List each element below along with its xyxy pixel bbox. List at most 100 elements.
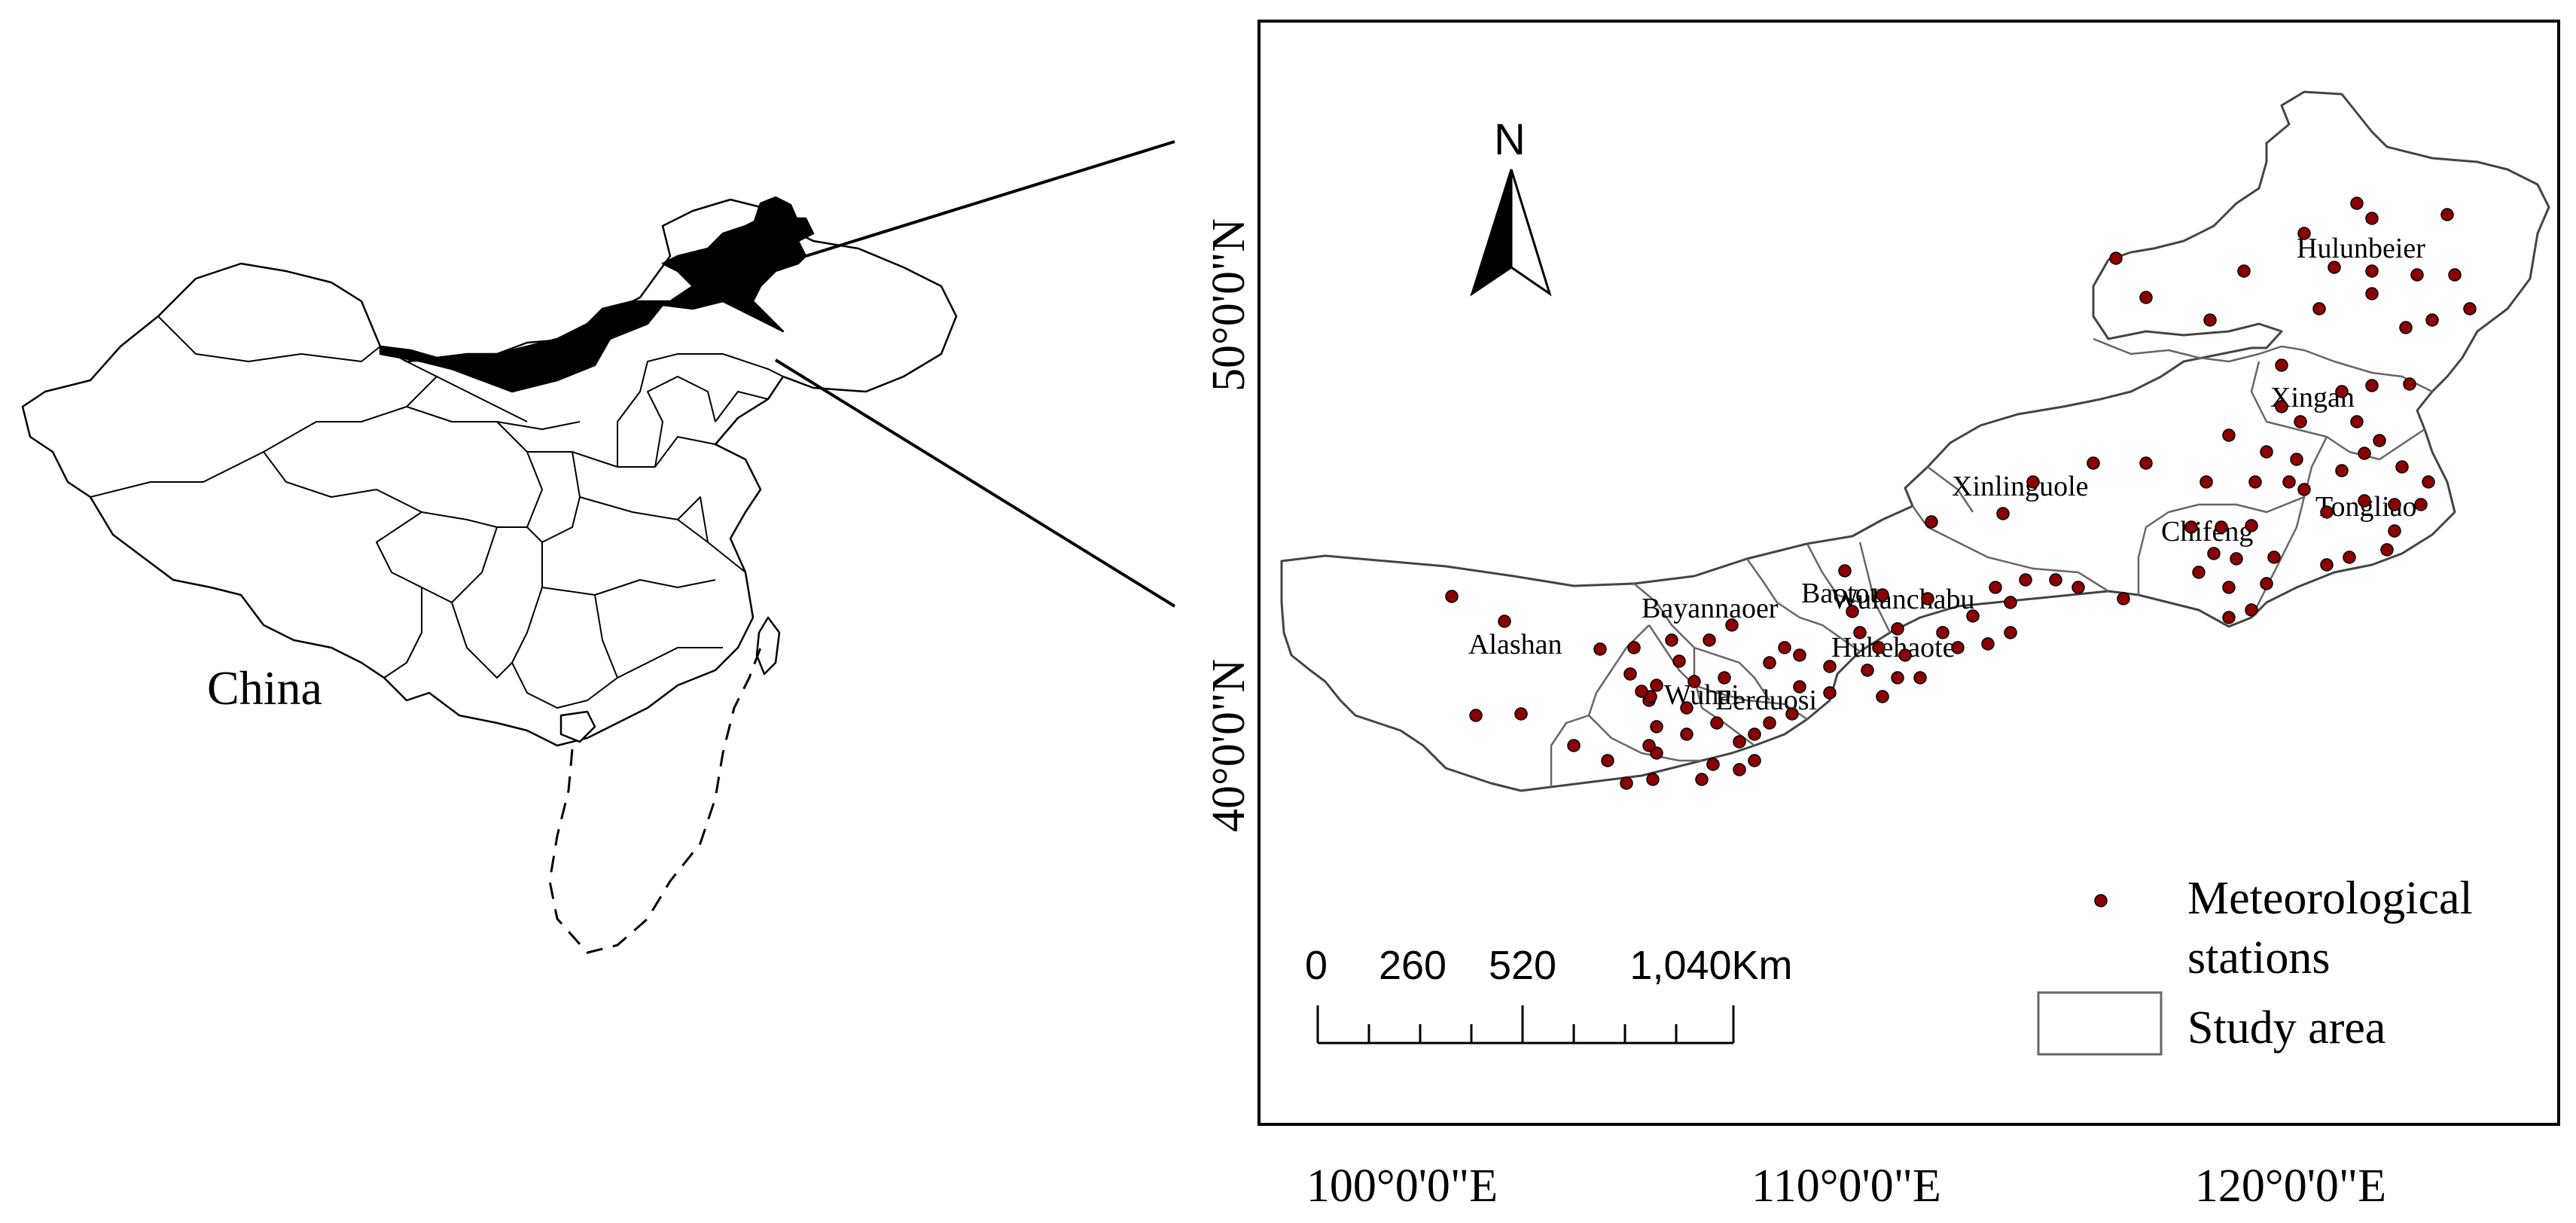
region-label-hulunbeier: Hulunbeier — [2297, 233, 2425, 264]
scale-label-0: 0 — [1305, 943, 1328, 988]
station-point — [2200, 475, 2213, 489]
station-point — [2184, 520, 2198, 534]
station-point — [2350, 197, 2364, 210]
latitude-labels: 50°0'0"N 40°0'0"N — [1203, 218, 1254, 832]
station-point — [2215, 520, 2228, 534]
station-point — [1793, 648, 1806, 662]
station-point — [2440, 208, 2454, 221]
station-point — [2237, 264, 2251, 278]
station-point — [1853, 626, 1867, 639]
station-point — [2365, 264, 2379, 278]
north-arrow-label: N — [1494, 115, 1526, 164]
station-point — [1567, 739, 1581, 752]
station-point — [1672, 654, 1686, 668]
station-point — [2139, 291, 2153, 304]
station-point — [1846, 605, 1859, 618]
station-point — [2222, 581, 2236, 594]
station-point — [2026, 475, 2040, 489]
station-point — [2388, 524, 2401, 538]
station-point — [2320, 505, 2334, 519]
station-point — [2260, 445, 2273, 459]
station-point — [2230, 552, 2243, 566]
station-point — [2320, 558, 2334, 572]
station-point — [1635, 685, 1648, 698]
station-point — [1823, 686, 1837, 700]
station-point — [2297, 227, 2311, 240]
station-point — [1650, 720, 1663, 733]
station-point — [2139, 456, 2153, 470]
connector-line-bottom — [774, 358, 1176, 608]
station-point — [1996, 507, 2010, 520]
station-point — [2358, 447, 2371, 460]
station-point — [2399, 321, 2413, 334]
station-point — [1838, 564, 1852, 578]
longitude-labels: 100°0'0"E 110°0'0"E 120°0'0"E — [1306, 1160, 2386, 1212]
station-point — [2087, 456, 2100, 470]
region-label-bayannaoer: Bayannaoer — [1642, 593, 1779, 624]
station-point — [2267, 551, 2281, 564]
station-point — [1936, 626, 1950, 639]
station-point — [2312, 302, 2326, 316]
legend-station-label-line1: Meteorological — [2187, 873, 2473, 924]
legend-study-area-label: Study area — [2187, 1002, 2385, 1054]
station-point — [2343, 551, 2356, 564]
station-point — [2328, 261, 2341, 274]
hainan-island — [559, 710, 596, 743]
station-point — [1898, 648, 1912, 662]
station-point — [2388, 498, 2401, 511]
region-label-chifeng: Chifeng — [2161, 516, 2253, 547]
lat-label-50n: 50°0'0"N — [1203, 218, 1254, 392]
station-point — [1823, 660, 1837, 673]
station-point — [1966, 609, 1980, 623]
station-point — [1718, 671, 1731, 685]
station-point — [2245, 519, 2258, 532]
station-point — [2071, 581, 2085, 594]
taiwan-island — [755, 616, 781, 676]
station-point — [1665, 633, 1678, 647]
station-point — [2222, 429, 2236, 442]
station-point — [2019, 573, 2032, 587]
station-point — [1593, 642, 1607, 656]
station-point — [1748, 754, 1761, 767]
station-point — [1785, 707, 1799, 721]
station-point — [2335, 464, 2349, 477]
scale-ticks — [1316, 1005, 1735, 1045]
region-label-huhehaote: Huhehaote — [1831, 632, 1956, 663]
station-point — [2448, 268, 2462, 282]
stations-layer — [1445, 197, 2477, 790]
legend-station-label-line2: stations — [2187, 932, 2330, 984]
station-point — [2365, 287, 2379, 300]
scale-label-1040: 1,040 — [1629, 943, 1731, 988]
station-point — [1623, 667, 1637, 681]
station-point — [1514, 707, 1528, 721]
station-point — [2109, 252, 2123, 265]
station-point — [1748, 727, 1761, 741]
station-point — [1445, 590, 1459, 603]
station-point — [2245, 603, 2258, 617]
station-point — [1989, 581, 2002, 594]
region-labels: Hulunbeier Xingan Xinlinguole Tongliao C… — [1468, 233, 2425, 716]
station-point — [1703, 633, 1716, 647]
connector-line-top — [805, 140, 1175, 258]
scale-unit-label: Km — [1732, 943, 1793, 988]
station-point — [2192, 566, 2206, 579]
station-point — [1498, 615, 1511, 628]
station-point — [2290, 453, 2303, 466]
station-point — [1706, 758, 1720, 771]
lat-label-40n: 40°0'0"N — [1203, 659, 1254, 832]
station-point — [1793, 680, 1806, 694]
lon-label-120e: 120°0'0"E — [2195, 1160, 2386, 1212]
station-point — [2422, 475, 2435, 489]
station-point — [1913, 671, 1927, 685]
station-point — [1710, 716, 1724, 730]
region-label-baotou: Baotou — [1801, 578, 1884, 609]
station-point — [1680, 701, 1693, 715]
station-point — [2463, 302, 2477, 316]
station-point — [2117, 592, 2130, 605]
station-point — [2373, 434, 2386, 447]
station-point — [2004, 626, 2017, 639]
north-arrow: N — [1470, 115, 1552, 297]
station-point — [2275, 358, 2288, 372]
scale-label-260: 260 — [1379, 943, 1447, 988]
